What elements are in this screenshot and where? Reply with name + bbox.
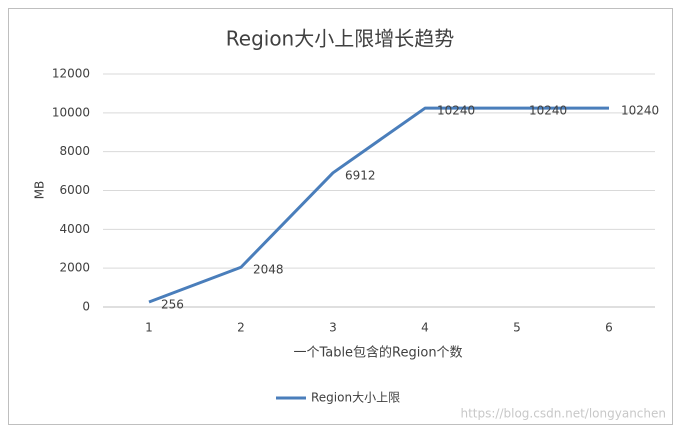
y-tick-label: 2000: [59, 261, 90, 275]
chart-title: Region大小上限增长趋势: [226, 27, 454, 51]
data-label: 10240: [529, 104, 567, 118]
x-tick-label: 5: [513, 321, 521, 335]
data-label: 10240: [621, 104, 659, 118]
y-tick-label: 0: [82, 300, 90, 314]
x-tick-label: 6: [605, 321, 613, 335]
x-tick-label: 3: [329, 321, 337, 335]
data-label: 2048: [253, 263, 284, 277]
chart-frame: [8, 8, 673, 425]
x-tick-label: 4: [421, 321, 429, 335]
data-label: 6912: [345, 168, 376, 182]
y-tick-label: 8000: [59, 144, 90, 158]
data-label: 256: [161, 298, 184, 312]
y-tick-label: 10000: [52, 105, 90, 119]
y-tick-label: 6000: [59, 183, 90, 197]
x-tick-label: 1: [145, 321, 153, 335]
legend-label: Region大小上限: [311, 391, 400, 405]
data-label: 10240: [437, 104, 475, 118]
x-axis-title: 一个Table包含的Region个数: [293, 345, 462, 361]
watermark: https://blog.csdn.net/longyanchen: [460, 407, 666, 421]
y-tick-label: 4000: [59, 222, 90, 236]
data-line: [148, 106, 609, 304]
y-tick-label: 12000: [52, 67, 90, 81]
y-axis-title: MB: [33, 181, 47, 200]
x-tick-label: 2: [237, 321, 245, 335]
